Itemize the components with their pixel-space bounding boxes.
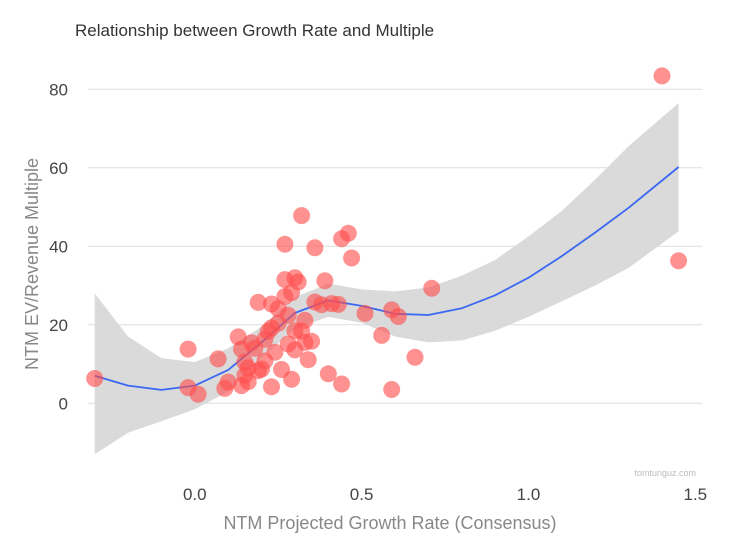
x-tick-labels: 0.0 0.5 1.0 1.5 xyxy=(183,485,707,504)
data-point xyxy=(356,304,374,322)
y-axis-label: NTM EV/Revenue Multiple xyxy=(22,158,42,370)
data-point xyxy=(423,279,441,297)
data-point xyxy=(329,295,347,313)
data-point xyxy=(86,370,104,387)
x-axis-label: NTM Projected Growth Rate (Consensus) xyxy=(223,513,556,533)
data-point xyxy=(219,373,237,391)
data-point xyxy=(293,207,311,225)
data-point xyxy=(283,370,301,388)
data-point xyxy=(383,381,401,398)
y-tick-labels: 0 20 40 60 80 xyxy=(49,80,68,413)
data-point xyxy=(189,385,207,403)
data-point xyxy=(653,67,671,85)
data-point xyxy=(239,373,257,391)
data-point xyxy=(306,239,324,257)
data-point xyxy=(343,249,361,267)
data-point xyxy=(339,224,357,242)
data-point xyxy=(670,252,688,270)
data-point xyxy=(316,272,334,290)
points-layer xyxy=(86,67,688,403)
y-tick-label: 40 xyxy=(49,237,68,256)
data-point xyxy=(406,348,424,366)
data-point xyxy=(373,326,391,344)
grid xyxy=(88,88,702,404)
data-point xyxy=(389,308,407,325)
data-point xyxy=(263,378,280,396)
data-point xyxy=(319,365,337,383)
watermark: tomtunguz.com xyxy=(634,468,696,478)
data-point xyxy=(303,332,321,350)
y-tick-label: 20 xyxy=(49,316,68,335)
data-point xyxy=(249,293,267,311)
data-point xyxy=(289,273,307,291)
x-tick-label: 0.5 xyxy=(350,485,374,504)
data-point xyxy=(296,311,314,329)
chart-title: Relationship between Growth Rate and Mul… xyxy=(75,21,434,40)
data-point xyxy=(279,306,297,324)
y-tick-label: 60 xyxy=(49,159,68,178)
confidence-band xyxy=(94,103,679,455)
data-point xyxy=(209,350,227,368)
data-point xyxy=(179,340,197,358)
x-tick-label: 0.0 xyxy=(183,485,207,504)
data-point xyxy=(333,375,351,393)
data-point xyxy=(276,235,294,253)
x-tick-label: 1.5 xyxy=(684,485,708,504)
x-tick-label: 1.0 xyxy=(517,485,541,504)
confidence-band-layer xyxy=(94,103,679,455)
y-tick-label: 0 xyxy=(59,394,68,413)
y-tick-label: 80 xyxy=(49,80,68,99)
data-point xyxy=(266,343,284,361)
data-point xyxy=(299,351,317,369)
